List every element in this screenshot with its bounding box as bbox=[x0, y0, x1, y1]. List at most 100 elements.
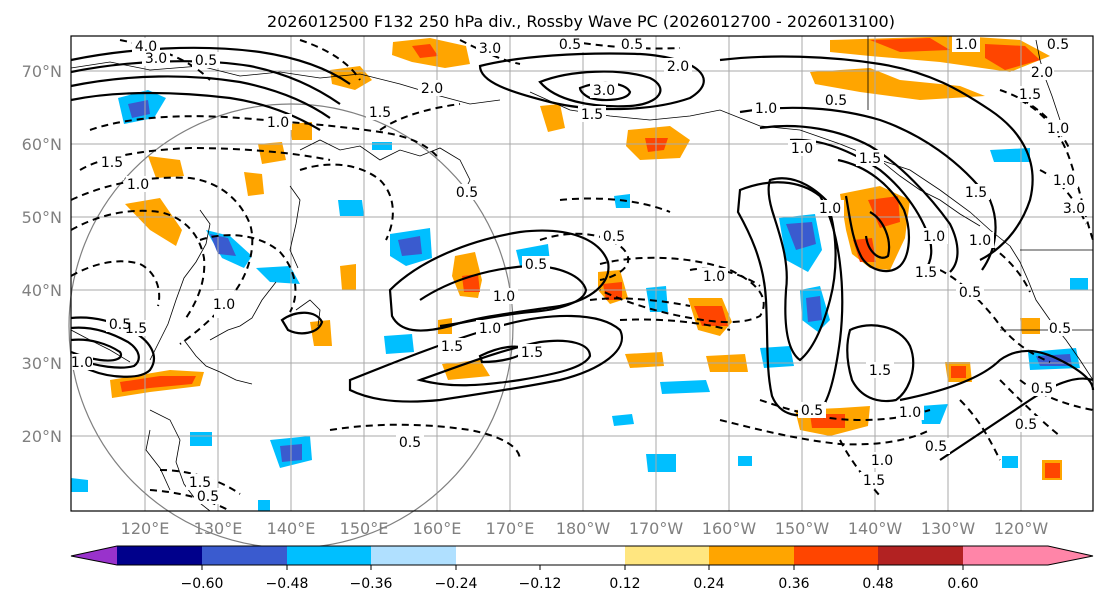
contour-label: 0.5 bbox=[109, 317, 131, 333]
lon-label: 130°E bbox=[194, 519, 243, 538]
contour-label: 0.5 bbox=[1031, 381, 1053, 397]
colorbar-outline bbox=[70, 545, 1094, 566]
contour-label: 0.5 bbox=[525, 257, 547, 273]
contour-label: 1.0 bbox=[955, 37, 977, 53]
contour-label: 2.0 bbox=[421, 81, 443, 97]
colorbar-tick-label: 0.60 bbox=[947, 576, 978, 592]
contour-label: 3.0 bbox=[479, 41, 501, 57]
lon-label: 180°W bbox=[556, 519, 611, 538]
contour-label: 1.5 bbox=[1019, 87, 1041, 103]
colorbar-segment bbox=[287, 546, 371, 565]
contour-label: 0.5 bbox=[1049, 321, 1071, 337]
colorbar-segment bbox=[371, 546, 456, 565]
contour-label: 1.5 bbox=[521, 345, 543, 361]
contour-label: 1.5 bbox=[581, 107, 603, 123]
lon-label: 130°W bbox=[921, 519, 976, 538]
contour-label: 1.0 bbox=[493, 289, 515, 305]
colorbar-tick-label: 0.12 bbox=[609, 576, 640, 592]
lon-label: 150°W bbox=[775, 519, 830, 538]
colorbar-segment bbox=[202, 546, 287, 565]
colorbar-segment bbox=[709, 546, 794, 565]
contour-label: 1.0 bbox=[899, 405, 921, 421]
longitude-labels: 120°E 130°E 140°E 150°E 160°E 170°E 180°… bbox=[121, 519, 1049, 538]
lon-label: 120°W bbox=[994, 519, 1049, 538]
contour-label: 1.0 bbox=[479, 321, 501, 337]
contour-label: 1.0 bbox=[755, 101, 777, 117]
contour-label: 1.5 bbox=[189, 475, 211, 491]
lat-label: 20°N bbox=[22, 427, 62, 446]
contour-label: 1.5 bbox=[441, 339, 463, 355]
contour-label: 1.5 bbox=[859, 151, 881, 167]
contour-labels: 4.0 3.0 2.0 3.0 0.5 0.5 2.0 3.0 1.0 0.5 … bbox=[71, 36, 1088, 505]
contour-label: 0.5 bbox=[399, 435, 421, 451]
lat-label: 30°N bbox=[22, 354, 62, 373]
contour-label: 3.0 bbox=[145, 51, 167, 67]
contour-label: 1.0 bbox=[923, 229, 945, 245]
contour-label: 1.0 bbox=[871, 453, 893, 469]
contour-label: 0.5 bbox=[959, 285, 981, 301]
colorbar-segment bbox=[456, 546, 540, 565]
contour-label: 3.0 bbox=[593, 83, 615, 99]
contour-label: 0.5 bbox=[1015, 417, 1037, 433]
map-frame bbox=[70, 35, 1094, 512]
contour-label: 0.5 bbox=[559, 37, 581, 53]
contour-label: 1.0 bbox=[703, 269, 725, 285]
lat-label: 40°N bbox=[22, 281, 62, 300]
contour-label: 0.5 bbox=[801, 403, 823, 419]
lon-label: 160°W bbox=[702, 519, 757, 538]
colorbar-segment bbox=[117, 546, 202, 565]
contour-label: 1.5 bbox=[101, 155, 123, 171]
coastlines bbox=[70, 36, 1094, 512]
contour-label: 1.5 bbox=[965, 185, 987, 201]
contour-label: 1.5 bbox=[863, 473, 885, 489]
colorbar-tick-label: −0.60 bbox=[181, 576, 224, 592]
contour-label: 1.0 bbox=[1053, 173, 1075, 189]
contour-label: 1.0 bbox=[71, 355, 93, 371]
colorbar-tick-label: −0.12 bbox=[519, 576, 562, 592]
colorbar-segment bbox=[540, 546, 625, 565]
colorbar-segment bbox=[625, 546, 709, 565]
map-title: 2026012500 F132 250 hPa div., Rossby Wav… bbox=[267, 12, 895, 31]
contour-label: 0.5 bbox=[197, 489, 219, 505]
divergence-shading bbox=[71, 36, 1088, 511]
lat-label: 50°N bbox=[22, 208, 62, 227]
contour-label: 1.0 bbox=[267, 115, 289, 131]
colorbar-tick-label: 0.48 bbox=[862, 576, 893, 592]
lat-label: 60°N bbox=[22, 135, 62, 154]
latitude-labels: 70°N 60°N 50°N 40°N 30°N 20°N bbox=[22, 62, 62, 446]
contour-label: 0.5 bbox=[456, 185, 478, 201]
colorbar: −0.60 −0.48 −0.36 −0.24 −0.12 0.12 0.24 … bbox=[70, 545, 1094, 592]
colorbar-extend-low bbox=[71, 546, 117, 565]
contour-label: 1.5 bbox=[125, 321, 147, 337]
contour-label: 2.0 bbox=[1031, 65, 1053, 81]
contour-label: 1.0 bbox=[213, 297, 235, 313]
contour-label: 1.5 bbox=[869, 363, 891, 379]
lon-label: 140°E bbox=[267, 519, 316, 538]
contour-label: 0.5 bbox=[603, 229, 625, 245]
negative-contours bbox=[70, 39, 1094, 512]
lon-label: 120°E bbox=[121, 519, 170, 538]
colorbar-tick-label: −0.48 bbox=[266, 576, 309, 592]
lon-label: 150°E bbox=[340, 519, 389, 538]
contour-label: 0.5 bbox=[925, 439, 947, 455]
contour-label: 1.0 bbox=[127, 177, 149, 193]
colorbar-tick-label: −0.24 bbox=[435, 576, 478, 592]
colorbar-tick-label: 0.36 bbox=[778, 576, 809, 592]
colorbar-tick-label: −0.36 bbox=[350, 576, 393, 592]
contour-label: 0.5 bbox=[195, 53, 217, 69]
contour-label: 1.5 bbox=[915, 265, 937, 281]
colorbar-segment bbox=[878, 546, 963, 565]
contour-label: 1.0 bbox=[1047, 121, 1069, 137]
contour-label: 1.0 bbox=[791, 141, 813, 157]
contour-label: 3.0 bbox=[1063, 201, 1085, 217]
lat-label: 70°N bbox=[22, 62, 62, 81]
colorbar-extend-high bbox=[963, 546, 1093, 565]
contour-label: 1.0 bbox=[819, 201, 841, 217]
contour-label: 4.0 bbox=[135, 39, 157, 55]
colorbar-tick-label: 0.24 bbox=[693, 576, 724, 592]
contour-label: 2.0 bbox=[667, 59, 689, 75]
contour-label: 1.5 bbox=[369, 105, 391, 121]
colorbar-segment bbox=[794, 546, 878, 565]
contour-label: 1.0 bbox=[969, 233, 991, 249]
